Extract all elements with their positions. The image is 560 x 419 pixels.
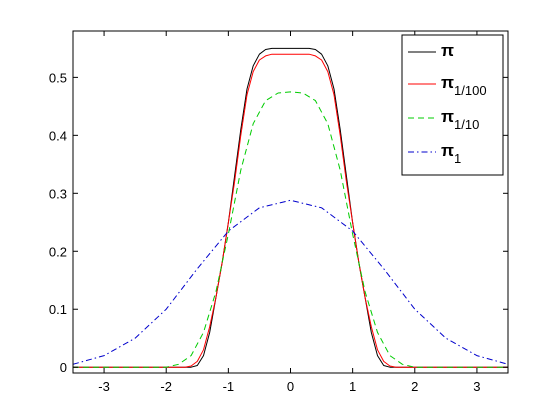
legend: π π1/100 π1/10 π1 xyxy=(401,34,504,176)
legend-label: π1/10 xyxy=(441,107,479,132)
y-tick-label: 0.4 xyxy=(49,128,67,143)
series-line-3 xyxy=(73,199,508,365)
y-tick-label: 0.1 xyxy=(49,302,67,317)
x-tick-label: -1 xyxy=(223,379,235,394)
series-line-1 xyxy=(73,53,508,368)
legend-label: π xyxy=(441,41,454,60)
x-tick-label: 3 xyxy=(473,379,480,394)
series-lines xyxy=(73,47,508,368)
series-line-2 xyxy=(73,91,508,368)
legend-box xyxy=(401,34,504,176)
y-tick-label: 0.2 xyxy=(49,244,67,259)
y-tick-label: 0.5 xyxy=(49,70,67,85)
legend-label: π1/100 xyxy=(441,73,487,98)
x-tick-label: 1 xyxy=(349,379,356,394)
y-tick-label: 0.3 xyxy=(49,186,67,201)
x-tick-label: -3 xyxy=(98,379,110,394)
x-tick-label: 0 xyxy=(287,379,294,394)
axis-ticks: -3 -2 -1 0 1 2 3 0 0.1 0.2 0.3 0.4 0.5 xyxy=(49,31,508,394)
y-tick-label: 0 xyxy=(60,360,67,375)
x-tick-label: -2 xyxy=(160,379,172,394)
legend-label: π1 xyxy=(441,141,461,166)
x-tick-label: 2 xyxy=(411,379,418,394)
